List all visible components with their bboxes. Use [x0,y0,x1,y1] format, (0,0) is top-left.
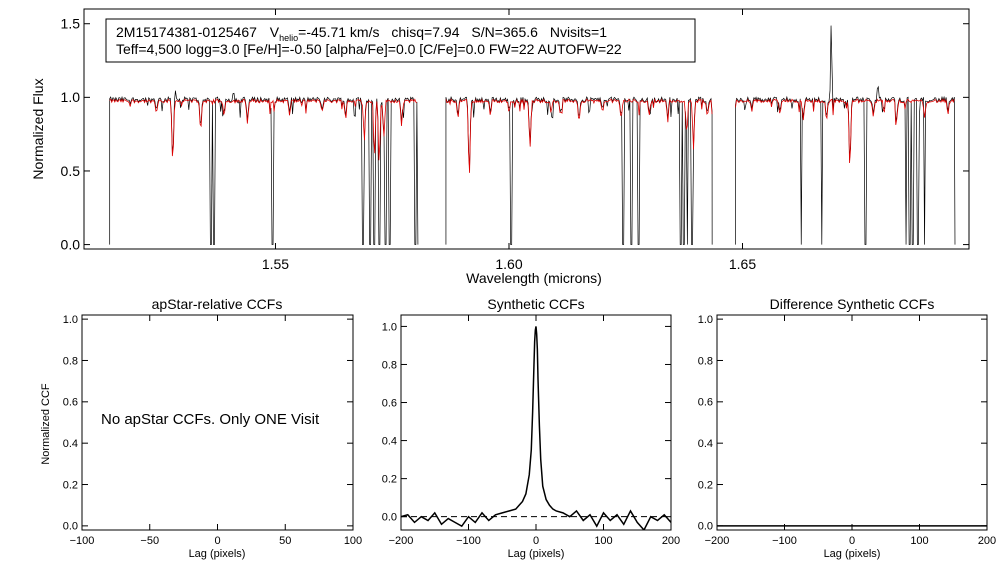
spectrum-y-tick-label: 0.0 [61,236,81,252]
synthetic-ccf-plot-frame [400,314,672,531]
apstar-ccf-x-tick-label: 0 [214,535,220,547]
spectrum-plot-frame [83,8,970,250]
difference-ccf-y-tick-label: 0.6 [698,397,713,409]
synthetic-ccf-x-tick-label: 200 [662,535,680,547]
spectrum-x-tick-label: 1.55 [262,256,289,272]
difference-ccf-y-tick-label: 0.0 [698,521,713,533]
synthetic-ccf-x-tick-label: 0 [533,535,539,547]
apstar-ccf-y-tick-label: 0.0 [63,521,78,533]
synthetic-ccf-y-tick-label: 0.8 [382,359,397,371]
apstar-ccf-y-tick-label: 0.4 [63,438,78,450]
difference-ccf-y-tick-label: 0.8 [698,355,713,367]
synthetic-spectrum-line [735,98,955,163]
apstar-ccf-x-tick-label: −100 [70,535,95,547]
observed-spectrum-line [445,96,713,245]
apstar-ccf-x-tick-label: 100 [344,535,362,547]
info-box: 2M15174381-0125467 Vhelio=-45.71 km/s ch… [105,18,696,63]
difference-ccf-y-tick-label: 0.2 [698,479,713,491]
apstar-ccf-y-label: Normalized CCF [40,383,52,465]
v-helio-subscript: helio [279,33,298,43]
difference-ccf-x-tick-label: 200 [978,535,996,547]
synthetic-ccf-x-tick-label: 100 [594,535,612,547]
spectrum-panel: 1.55 1.60 1.65 0.0 0.5 1.0 1.5 2M15174381-0125… [30,8,970,286]
synthetic-ccf-y-tick-label: 0.6 [382,397,397,409]
synthetic-ccf-title: Synthetic CCFs [487,296,584,312]
v-helio-symbol: V [270,24,280,40]
chisq-value: chisq=7.94 [391,24,459,40]
apstar-ccf-x-tick-label: 50 [279,535,291,547]
apstar-ccf-title: apStar-relative CCFs [152,296,283,312]
difference-ccf-panel: −200 −100 0 100 200 0.0 0.2 0.4 0.6 0.8 1.0 Differ… [698,296,996,560]
synthetic-ccf-series-group [401,326,671,530]
synthetic-ccf-panel: −200 −100 0 100 200 0.0 0.2 0.4 0.6 0.8 1.0 Synthe… [382,296,680,560]
no-ccf-annotation: No apStar CCFs. Only ONE Visit [101,411,320,428]
spectrum-y-label: Normalized Flux [30,78,46,179]
spectrum-x-tick-label: 1.65 [729,256,756,272]
synthetic-ccf-x-tick-label: −100 [456,535,481,547]
synthetic-spectrum-line [109,98,418,161]
spectrum-y-tick-label: 0.5 [61,163,81,179]
synthetic-ccf-y-tick-label: 0.2 [382,473,397,485]
difference-ccf-y-tick-label: 1.0 [698,314,713,326]
apstar-ccf-y-tick-label: 0.6 [63,397,78,409]
apstar-ccf-x-tick-label: −50 [140,535,159,547]
spectrum-x-tick-label: 1.60 [495,256,522,272]
spectrum-y-tick-label: 1.0 [61,89,81,105]
observed-spectrum-line [735,25,956,245]
synthetic-ccf-y-tick-label: 0.4 [382,435,397,447]
difference-ccf-x-tick-label: 100 [910,535,928,547]
v-helio-value: =-45.71 km/s [298,24,379,40]
spectrum-y-tick-label: 1.5 [61,16,81,32]
header-line-2: Teff=4,500 logg=3.0 [Fe/H]=-0.50 [alpha/… [116,41,622,57]
difference-ccf-title: Difference Synthetic CCFs [770,296,935,312]
difference-ccf-y-tick-label: 0.4 [698,438,713,450]
difference-ccf-ticks: −200 −100 0 100 200 0.0 0.2 0.4 0.6 0.8 1.0 [698,314,996,547]
apstar-ccf-x-label: Lag (pixels) [189,548,246,560]
synthetic-ccf-y-tick-label: 0.0 [382,512,397,524]
star-id: 2M15174381-0125467 [116,24,257,40]
difference-ccf-plot-frame [716,314,988,531]
info-box-frame [105,18,696,63]
apstar-ccf-y-tick-label: 0.8 [63,355,78,367]
observed-spectrum-line [109,90,419,245]
snr-value: S/N=365.6 [471,24,538,40]
synthetic-ccf-x-label: Lag (pixels) [508,548,565,560]
spectrum-series-group [109,25,956,245]
header-line-1: 2M15174381-0125467 Vhelio=-45.71 km/s ch… [116,24,607,43]
difference-ccf-x-tick-label: −100 [772,535,797,547]
apstar-ccf-y-tick-label: 1.0 [63,314,78,326]
nvisits-value: Nvisits=1 [550,24,607,40]
ccf-line [401,326,671,530]
synthetic-ccf-y-tick-label: 1.0 [382,321,397,333]
synthetic-ccf-x-tick-label: −200 [389,535,414,547]
synthetic-ccf-ticks: −200 −100 0 100 200 0.0 0.2 0.4 0.6 0.8 1.0 [382,315,680,547]
difference-ccf-x-tick-label: −200 [705,535,730,547]
difference-ccf-x-tick-label: 0 [849,535,855,547]
synthetic-spectrum-line [445,98,713,173]
apstar-ccf-ticks: −100 −50 0 50 100 0.0 0.2 0.4 0.6 0.8 1.0 [63,314,362,547]
spectrum-ticks: 1.55 1.60 1.65 0.0 0.5 1.0 1.5 [61,9,969,272]
apstar-ccf-y-tick-label: 0.2 [63,479,78,491]
apstar-ccf-panel: −100 −50 0 50 100 0.0 0.2 0.4 0.6 0.8 1.0 apStar-r… [40,296,362,560]
difference-ccf-x-label: Lag (pixels) [824,548,881,560]
spectrum-x-label: Wavelength (microns) [466,270,602,286]
